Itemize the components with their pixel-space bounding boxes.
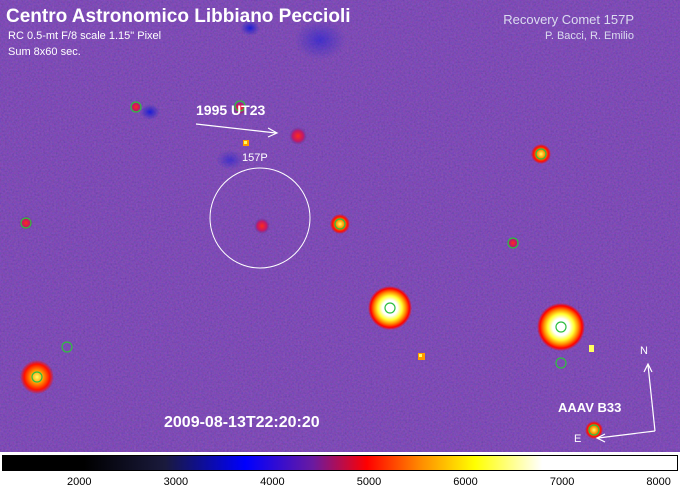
recovery-title: Recovery Comet 157P (503, 12, 634, 27)
star (531, 144, 551, 164)
marker-circle (555, 321, 567, 333)
bright-star (537, 303, 585, 351)
sky-image: Centro Astronomico Libbiano Peccioli RC … (0, 0, 680, 452)
faint-star (507, 237, 519, 249)
colorbar-tick-label: 2000 (67, 476, 92, 488)
colorbar-ticks: 2000 3000 4000 5000 6000 7000 8000 (0, 476, 680, 492)
marker-circle (507, 237, 519, 249)
colorbar: 2000 3000 4000 5000 6000 7000 8000 (0, 452, 680, 494)
observatory-title: Centro Astronomico Libbiano Peccioli (6, 6, 351, 27)
bright-star (368, 286, 412, 330)
hot-pixel (589, 345, 594, 352)
colorbar-gradient (2, 455, 678, 471)
colorbar-tick-label: 7000 (549, 476, 575, 488)
faint-star (289, 127, 307, 145)
dark-patch (140, 104, 160, 120)
faint-star (233, 101, 247, 115)
hot-pixel (419, 354, 422, 357)
hot-pixel (244, 141, 247, 144)
colorbar-tick-label: 5000 (356, 476, 382, 488)
instrument-info: RC 0.5-mt F/8 scale 1.15" Pixel (8, 30, 162, 42)
recovery-authors: P. Bacci, R. Emilio (544, 30, 634, 42)
observation-timestamp: 2009-08-13T22:20:20 (164, 414, 320, 431)
dark-patch (216, 150, 244, 170)
dark-patch (294, 20, 346, 60)
exposure-info: Sum 8x60 sec. (8, 46, 81, 58)
compass-north-label: N (640, 345, 648, 357)
star (330, 214, 350, 234)
marker-circle (61, 341, 73, 353)
comet-label: 157P (242, 152, 268, 164)
asteroid-arrow (195, 123, 279, 138)
marker-circle (130, 101, 142, 113)
compass-north-arrow (647, 364, 656, 432)
marker-circle (535, 148, 547, 160)
faint-star (130, 101, 142, 113)
marker-circle (20, 217, 32, 229)
asteroid-label: 1995 UT23 (196, 102, 266, 118)
marker-circle (234, 100, 246, 112)
marker-circle (384, 302, 396, 314)
colorbar-tick-label: 6000 (453, 476, 478, 488)
comet-nucleus (254, 218, 270, 234)
star (20, 360, 54, 394)
compass-east-label: E (574, 433, 582, 445)
colorbar-tick-label: 3000 (163, 476, 189, 488)
marker-circle (334, 218, 346, 230)
colorbar-tick-label: 8000 (646, 476, 671, 488)
comet-search-circle (209, 167, 311, 269)
compass-east-arrow (597, 430, 656, 439)
dark-patch (240, 20, 260, 36)
reference-label: AAAV B33 (558, 400, 622, 415)
sky-svg (0, 0, 680, 452)
compass (595, 362, 656, 443)
marker-circle (555, 357, 567, 369)
colorbar-tick-label: 4000 (260, 476, 285, 488)
marker-circle (588, 424, 600, 436)
marker-circle (31, 371, 43, 383)
star (585, 421, 603, 439)
